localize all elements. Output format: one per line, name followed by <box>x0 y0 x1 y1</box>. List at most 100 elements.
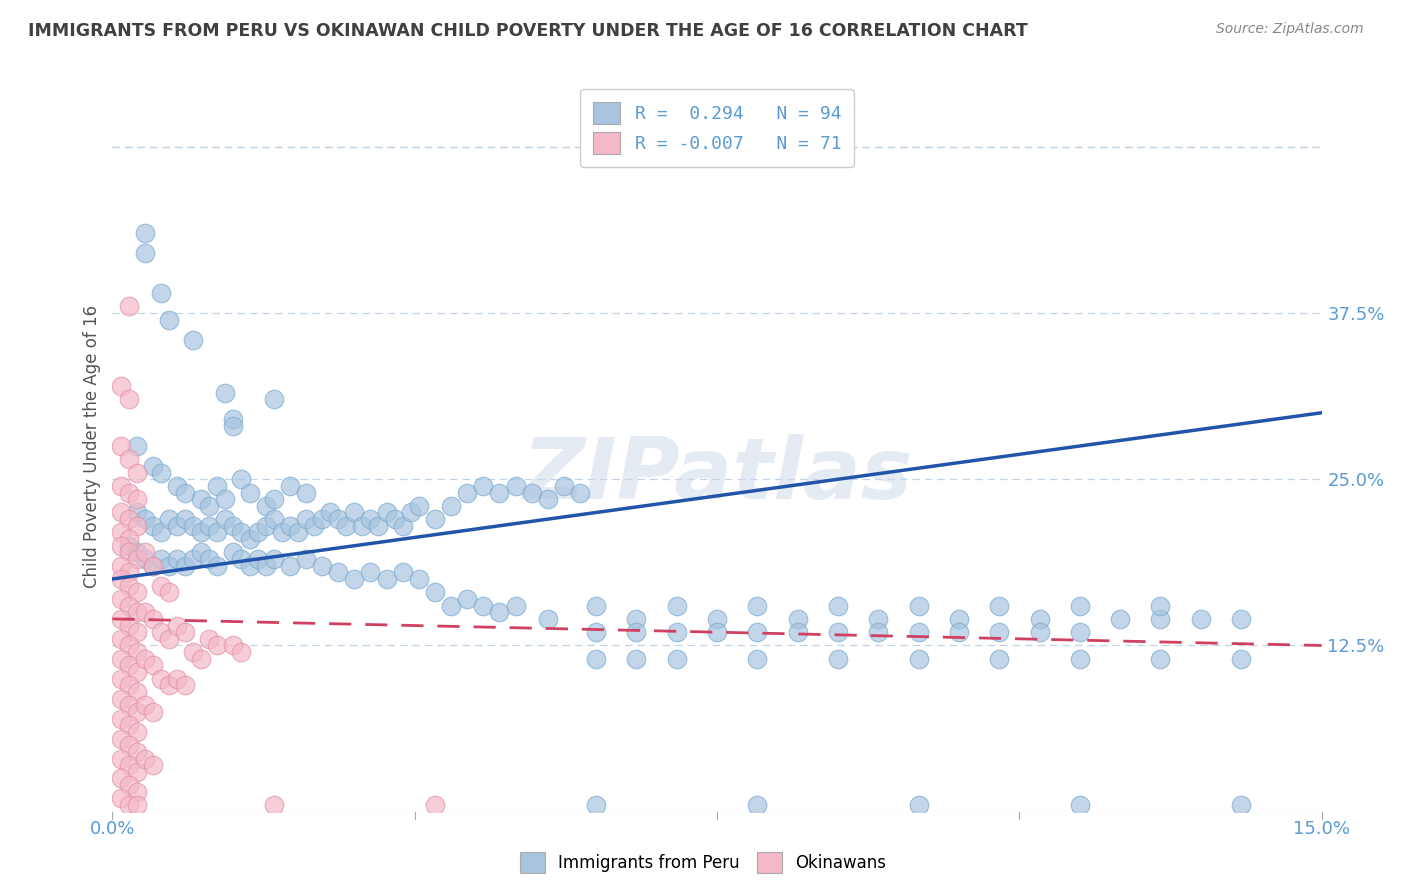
Point <box>440 499 463 513</box>
Point <box>110 672 132 686</box>
Point <box>134 545 156 559</box>
Point <box>391 518 413 533</box>
Point <box>174 512 197 526</box>
Point <box>117 618 139 632</box>
Point <box>117 758 139 772</box>
Point <box>117 545 139 559</box>
Point <box>1028 625 1050 640</box>
Point <box>157 312 180 326</box>
Point <box>134 552 156 566</box>
Point <box>488 485 510 500</box>
Point <box>1069 652 1091 666</box>
Point <box>166 618 188 632</box>
Point <box>263 492 285 507</box>
Point <box>117 678 139 692</box>
Point <box>149 286 172 301</box>
Point <box>408 499 430 513</box>
Point <box>375 506 398 520</box>
Point <box>747 798 769 813</box>
Point <box>110 558 132 573</box>
Point <box>110 506 132 520</box>
Point <box>117 738 139 752</box>
Point <box>1149 612 1171 626</box>
Point <box>988 599 1011 613</box>
Point <box>125 545 148 559</box>
Point <box>157 678 180 692</box>
Point <box>278 558 301 573</box>
Point <box>110 691 132 706</box>
Point <box>1149 599 1171 613</box>
Point <box>440 599 463 613</box>
Point <box>626 652 648 666</box>
Point <box>263 552 285 566</box>
Point <box>125 645 148 659</box>
Point <box>665 599 688 613</box>
Point <box>214 385 236 400</box>
Point <box>134 226 156 240</box>
Point <box>166 672 188 686</box>
Point <box>222 419 245 434</box>
Point <box>117 778 139 792</box>
Point <box>198 632 221 646</box>
Point <box>626 612 648 626</box>
Point <box>198 518 221 533</box>
Point <box>134 512 156 526</box>
Point <box>149 672 172 686</box>
Point <box>125 725 148 739</box>
Point <box>110 525 132 540</box>
Point <box>375 572 398 586</box>
Point <box>786 612 808 626</box>
Point <box>569 485 592 500</box>
Point <box>553 479 575 493</box>
Point <box>295 485 318 500</box>
Point <box>190 545 212 559</box>
Point <box>907 599 929 613</box>
Point <box>110 439 132 453</box>
Point <box>1069 625 1091 640</box>
Point <box>238 558 260 573</box>
Point <box>125 552 148 566</box>
Point <box>142 705 165 719</box>
Point <box>134 751 156 765</box>
Point <box>1189 612 1212 626</box>
Point <box>110 479 132 493</box>
Point <box>125 518 148 533</box>
Point <box>423 512 446 526</box>
Point <box>585 625 607 640</box>
Point <box>287 525 309 540</box>
Point <box>311 558 333 573</box>
Point <box>198 552 221 566</box>
Point <box>747 599 769 613</box>
Point <box>142 458 165 473</box>
Point <box>359 512 381 526</box>
Point <box>1230 798 1253 813</box>
Point <box>181 518 204 533</box>
Point <box>149 579 172 593</box>
Point <box>335 518 357 533</box>
Point <box>117 512 139 526</box>
Point <box>125 585 148 599</box>
Point <box>117 658 139 673</box>
Text: IMMIGRANTS FROM PERU VS OKINAWAN CHILD POVERTY UNDER THE AGE OF 16 CORRELATION C: IMMIGRANTS FROM PERU VS OKINAWAN CHILD P… <box>28 22 1028 40</box>
Point <box>117 579 139 593</box>
Point <box>110 791 132 805</box>
Point <box>278 479 301 493</box>
Point <box>1069 798 1091 813</box>
Point <box>585 599 607 613</box>
Point <box>367 518 389 533</box>
Point <box>665 625 688 640</box>
Point <box>505 479 527 493</box>
Point <box>125 745 148 759</box>
Point <box>134 698 156 713</box>
Point <box>907 652 929 666</box>
Point <box>222 545 245 559</box>
Point <box>343 572 366 586</box>
Point <box>263 512 285 526</box>
Point <box>110 632 132 646</box>
Point <box>125 439 148 453</box>
Point <box>134 246 156 260</box>
Point <box>142 558 165 573</box>
Point <box>174 625 197 640</box>
Point <box>907 625 929 640</box>
Point <box>488 605 510 619</box>
